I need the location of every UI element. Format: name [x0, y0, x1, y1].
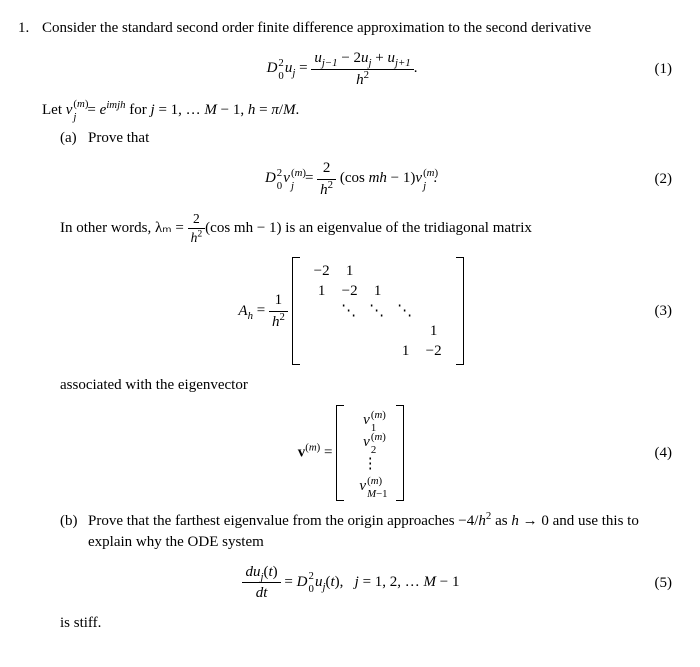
equation-5: duj(t) dt = D20 uj(t), j = 1, 2, … M − 1…: [60, 562, 672, 604]
part-b-tag: (b): [60, 511, 82, 552]
let-line: Let v(m)j = eimjh for j = 1, … M − 1, h …: [42, 100, 672, 120]
problem-content: Consider the standard second order finit…: [42, 18, 672, 634]
part-b-text2: is stiff.: [60, 613, 672, 633]
equation-1-label: (1): [642, 59, 672, 79]
equation-1-body: D20 uj = uj−1 − 2uj + uj+1 h2 .: [42, 48, 642, 90]
equation-3: Ah = 1h2 −211−21⋱⋱⋱11−2 (3): [60, 257, 672, 365]
let-pre: Let: [42, 102, 66, 118]
associated-text: associated with the eigenvector: [60, 375, 672, 395]
equation-2-label: (2): [642, 169, 672, 189]
eigen-post: (cos mh − 1) is an eigenvalue of the tri…: [205, 220, 532, 236]
part-b-text1: Prove that the farthest eigenvalue from …: [88, 511, 672, 552]
equation-4: v(m) = v(m)1 v(m)2 ⋮ v(m)M−1 (4): [60, 405, 672, 501]
part-a: (a) Prove that D20 v(m)j = 2h2 (cos mh −…: [60, 128, 672, 501]
equation-1: D20 uj = uj−1 − 2uj + uj+1 h2 . (1): [42, 48, 672, 90]
equation-3-label: (3): [642, 301, 672, 321]
equation-5-label: (5): [642, 573, 672, 593]
equation-4-label: (4): [642, 443, 672, 463]
eq1-trail: .: [414, 60, 418, 76]
equation-5-body: duj(t) dt = D20 uj(t), j = 1, 2, … M − 1: [60, 562, 642, 604]
part-a-tag: (a): [60, 128, 82, 148]
eigen-pre: In other words, λₘ =: [60, 220, 188, 236]
part-b: (b) Prove that the farthest eigenvalue f…: [60, 511, 672, 633]
equation-2: D20 v(m)j = 2h2 (cos mh − 1)v(m)j . (2): [60, 158, 672, 200]
problem-1: 1. Consider the standard second order fi…: [18, 18, 672, 634]
eigen-text: In other words, λₘ = 2h2(cos mh − 1) is …: [60, 210, 672, 247]
equation-3-body: Ah = 1h2 −211−21⋱⋱⋱11−2: [60, 257, 642, 365]
problem-number: 1.: [18, 18, 36, 634]
intro-text: Consider the standard second order finit…: [42, 18, 672, 38]
equation-2-body: D20 v(m)j = 2h2 (cos mh − 1)v(m)j .: [60, 158, 642, 200]
equation-4-body: v(m) = v(m)1 v(m)2 ⋮ v(m)M−1: [60, 405, 642, 501]
tridiagonal-matrix: −211−21⋱⋱⋱11−2: [292, 257, 464, 365]
eigenvector: v(m)1 v(m)2 ⋮ v(m)M−1: [336, 405, 404, 501]
part-a-text: Prove that: [88, 128, 149, 148]
